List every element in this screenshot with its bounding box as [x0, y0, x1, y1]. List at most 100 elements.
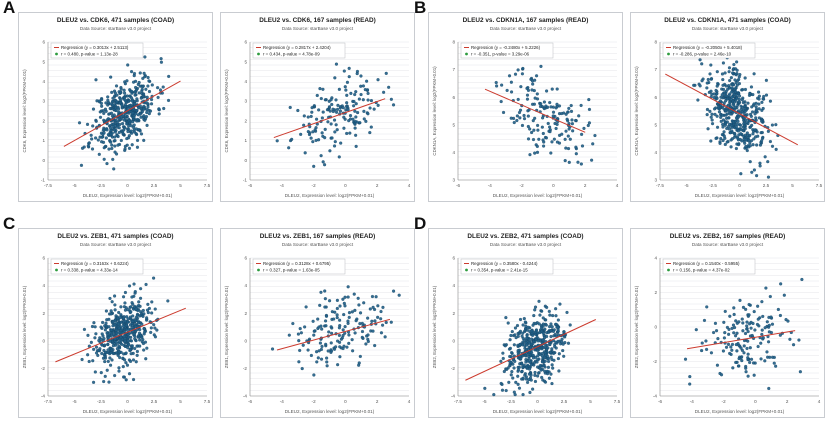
- data-point: [102, 337, 106, 341]
- data-point: [134, 360, 138, 364]
- data-point: [535, 150, 540, 154]
- data-point: [538, 313, 542, 317]
- x-tick-label: 0: [552, 183, 555, 188]
- data-point: [721, 83, 725, 87]
- data-point: [159, 57, 163, 61]
- data-point: [113, 135, 117, 139]
- x-tick-label: -4: [488, 183, 493, 188]
- data-point: [537, 137, 541, 141]
- data-point: [358, 322, 362, 326]
- data-point: [116, 322, 121, 326]
- data-point: [97, 152, 101, 156]
- data-point: [86, 144, 90, 148]
- panel-label-d: D: [414, 214, 427, 233]
- data-point: [342, 69, 346, 73]
- data-point: [509, 360, 513, 364]
- data-point: [688, 382, 692, 386]
- data-point: [527, 378, 531, 382]
- data-point: [362, 117, 366, 121]
- data-point: [753, 128, 757, 132]
- data-point: [766, 340, 771, 344]
- x-axis-label: DLEU2, Expression level: log2(FPKM+0.01): [695, 193, 785, 198]
- data-point: [740, 110, 744, 114]
- data-point: [741, 100, 745, 105]
- data-point: [89, 340, 93, 344]
- data-point: [342, 115, 346, 119]
- data-point: [369, 99, 374, 103]
- data-point: [326, 120, 330, 124]
- data-point: [749, 326, 753, 330]
- data-point: [743, 331, 748, 336]
- data-point: [115, 133, 119, 138]
- data-point: [525, 334, 529, 338]
- data-point: [310, 106, 314, 110]
- data-point: [329, 349, 334, 353]
- data-point: [300, 367, 304, 371]
- x-tick-label: -2.5: [709, 183, 717, 188]
- data-point: [717, 105, 721, 109]
- data-point: [135, 145, 140, 149]
- y-tick-label: 3: [654, 178, 657, 183]
- data-point: [742, 124, 747, 128]
- data-point: [557, 369, 561, 373]
- data-point: [364, 342, 368, 346]
- data-point: [739, 123, 743, 127]
- data-point: [544, 323, 548, 327]
- data-point: [700, 79, 704, 83]
- data-point: [143, 340, 148, 344]
- data-point: [389, 320, 393, 324]
- data-point: [568, 323, 572, 327]
- data-point: [770, 123, 774, 127]
- data-point: [527, 372, 531, 376]
- legend-stats-text: r = 0.434, p-value = 4.78e-09: [263, 52, 320, 57]
- data-point: [337, 333, 342, 337]
- data-point: [98, 347, 102, 351]
- data-point: [133, 90, 137, 94]
- data-point: [356, 296, 360, 300]
- data-point: [760, 108, 764, 112]
- data-point: [320, 131, 324, 135]
- data-point: [103, 360, 107, 364]
- data-point: [321, 160, 325, 164]
- data-point: [580, 144, 585, 148]
- data-point: [105, 368, 109, 372]
- chart-title: DLEU2 vs. CDKN1A, 167 samples (READ): [463, 17, 589, 24]
- data-point: [113, 294, 117, 298]
- data-point: [528, 127, 532, 131]
- data-point: [334, 110, 339, 114]
- y-tick-label: 4: [452, 283, 455, 288]
- data-point: [312, 333, 316, 337]
- data-point: [501, 110, 506, 115]
- chart-title: DLEU2 vs. CDK6, 471 samples (COAD): [57, 17, 174, 24]
- data-point: [563, 159, 567, 163]
- data-point: [531, 387, 535, 391]
- chart-b-read-cdkn1a: DLEU2 vs. CDKN1A, 167 samples (READ) Data…: [428, 12, 623, 202]
- data-point: [162, 106, 166, 111]
- legend-stats-dot: [55, 52, 58, 56]
- data-point: [727, 66, 732, 70]
- y-axis-label: ZEB2, Expression level: log2(FPKM+0.01): [432, 285, 437, 368]
- data-point: [353, 308, 357, 312]
- data-point: [333, 140, 337, 144]
- regression-line: [686, 330, 796, 350]
- data-point: [507, 380, 511, 384]
- data-point: [740, 317, 744, 321]
- data-point: [131, 358, 136, 362]
- scatter-plot: DLEU2 vs. ZEB1, 167 samples (READ) Data S…: [220, 228, 415, 418]
- panel-label-a: A: [3, 0, 16, 17]
- y-axis-label: CDKN1A, Expression level: log2(FPKM+0.01…: [432, 66, 437, 156]
- data-point: [745, 324, 749, 328]
- data-point: [724, 116, 729, 120]
- data-point: [99, 337, 103, 341]
- data-point: [126, 308, 130, 312]
- data-point: [135, 97, 139, 101]
- scatter-plot: DLEU2 vs. ZEB1, 471 samples (COAD) Data S…: [18, 228, 213, 418]
- data-point: [360, 329, 365, 334]
- data-point: [748, 112, 753, 116]
- data-point: [757, 90, 761, 94]
- data-point: [735, 68, 739, 72]
- data-point: [106, 359, 110, 363]
- data-point: [288, 105, 292, 110]
- data-point: [735, 331, 739, 335]
- data-point: [540, 329, 544, 333]
